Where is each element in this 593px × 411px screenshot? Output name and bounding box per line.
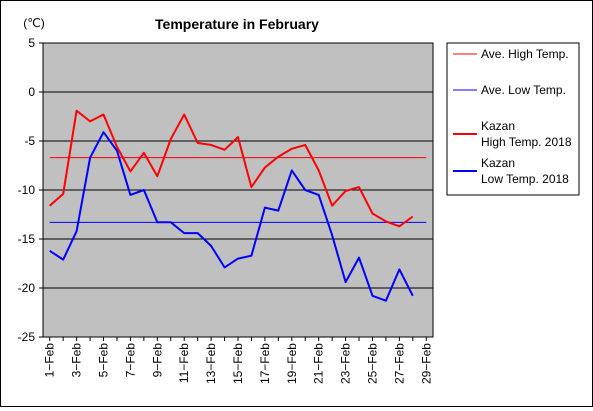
y-tick-label: -5 bbox=[24, 134, 35, 148]
x-tick-label: 1−Feb bbox=[43, 343, 57, 378]
y-tick-label: 5 bbox=[28, 36, 35, 50]
legend bbox=[446, 42, 580, 196]
y-tick-label: 0 bbox=[28, 85, 35, 99]
x-tick-label: 11−Feb bbox=[177, 343, 191, 383]
legend-label-2: High Temp. 2018 bbox=[481, 135, 572, 149]
x-tick-label: 29−Feb bbox=[419, 343, 433, 384]
grid-lines bbox=[43, 91, 433, 289]
legend-label-2: Kazan bbox=[481, 119, 515, 133]
x-tick-label: 23−Feb bbox=[339, 343, 353, 384]
y-axis-unit-label: (℃) bbox=[23, 16, 44, 30]
y-tick-label: -25 bbox=[18, 330, 36, 344]
x-tick-label: 9−Feb bbox=[150, 343, 164, 378]
x-tick-label: 15−Feb bbox=[231, 343, 245, 384]
x-tick-label: 17−Feb bbox=[258, 343, 272, 384]
x-tick-label: 25−Feb bbox=[365, 343, 379, 384]
y-tick-label: -15 bbox=[18, 232, 36, 246]
x-tick-label: 7−Feb bbox=[123, 343, 137, 378]
legend-label-0: Ave. High Temp. bbox=[481, 47, 569, 61]
chart-title: Temperature in February bbox=[155, 16, 319, 32]
y-tick-label: -10 bbox=[18, 183, 36, 197]
legend-label-1: Ave. Low Temp. bbox=[481, 83, 566, 97]
series-2-line bbox=[49, 109, 414, 228]
x-tick-label: 13−Feb bbox=[204, 343, 218, 384]
x-tick-label: 5−Feb bbox=[97, 343, 111, 378]
x-tick-label: 19−Feb bbox=[285, 343, 299, 384]
legend-items: Ave. High Temp. Ave. Low Temp. Kazan High T… bbox=[453, 47, 572, 186]
legend-label-3: Low Temp. 2018 bbox=[481, 172, 569, 186]
series-3-line bbox=[49, 131, 414, 302]
x-axis: 1−Feb 3−Feb 5−Feb 7−Feb 9−Feb 11−Feb 13−Feb 15−… bbox=[43, 337, 433, 384]
x-tick-label: 27−Feb bbox=[392, 343, 406, 384]
series-layer bbox=[49, 109, 427, 302]
y-axis: 5 0 -5 -10 -15 -20 -25 bbox=[18, 36, 43, 344]
x-tick-label: 21−Feb bbox=[312, 343, 326, 384]
x-tick-label: 3−Feb bbox=[70, 343, 84, 378]
y-tick-label: -20 bbox=[18, 281, 36, 295]
legend-label-3: Kazan bbox=[481, 156, 515, 170]
